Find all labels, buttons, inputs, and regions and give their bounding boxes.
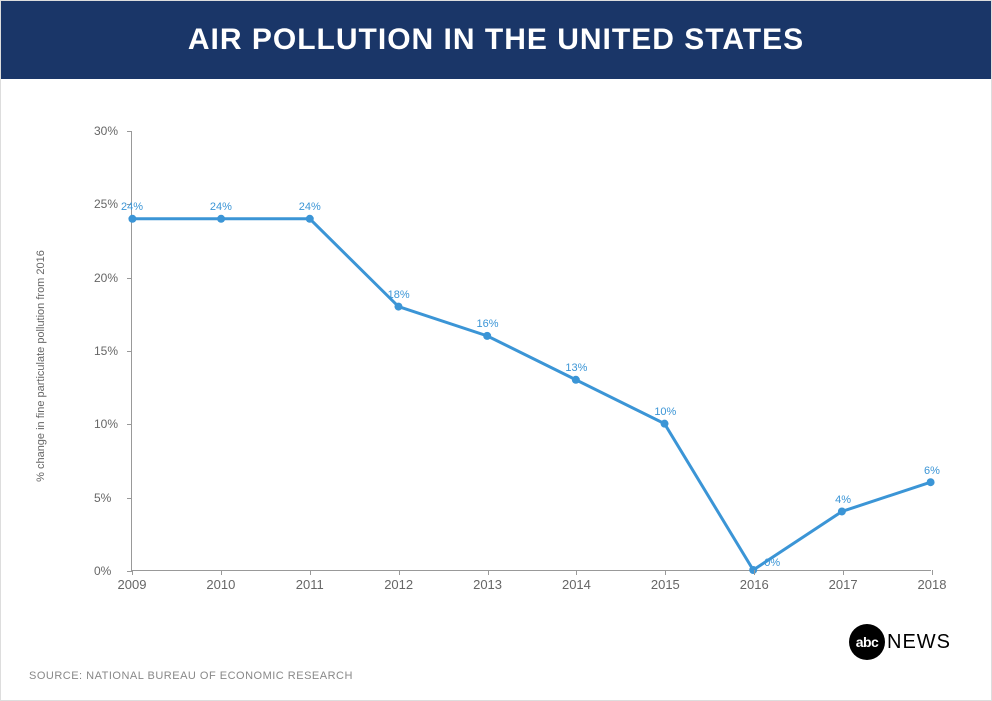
data-point-label: 24% [210,201,232,213]
y-axis-label: % change in fine particulate pollution f… [35,250,47,482]
y-tick-label: 5% [94,491,111,505]
header-bar: AIR POLLUTION IN THE UNITED STATES [1,1,991,79]
y-tick-label: 0% [94,564,111,578]
y-tick-mark [127,131,132,132]
news-logo-text: NEWS [887,631,951,654]
data-marker [483,332,491,340]
data-marker [749,566,757,574]
data-point-label: 6% [924,465,940,477]
x-tick-mark [399,570,400,575]
x-tick-mark [488,570,489,575]
y-tick-mark [127,351,132,352]
x-tick-label: 2014 [562,577,591,592]
x-tick-label: 2013 [473,577,502,592]
plot-area: 0%5%10%15%20%25%30%200920102011201220132… [131,131,931,571]
y-tick-label: 20% [94,271,118,285]
x-tick-mark [665,570,666,575]
abc-logo-circle: abc [849,624,885,660]
x-tick-mark [754,570,755,575]
x-tick-mark [132,570,133,575]
data-point-label: 24% [121,201,143,213]
data-marker [661,420,669,428]
x-tick-label: 2018 [918,577,947,592]
data-marker [838,507,846,515]
data-point-label: 0% [764,557,780,569]
page-title: AIR POLLUTION IN THE UNITED STATES [188,23,804,57]
x-tick-label: 2012 [384,577,413,592]
data-marker [128,215,136,223]
data-point-label: 10% [654,406,676,418]
y-tick-label: 30% [94,124,118,138]
line-series [132,131,931,570]
data-point-label: 4% [835,494,851,506]
y-tick-label: 15% [94,344,118,358]
x-tick-mark [576,570,577,575]
abc-news-logo: abc NEWS [849,624,951,660]
data-marker [572,376,580,384]
x-tick-label: 2017 [829,577,858,592]
data-point-label: 16% [477,318,499,330]
y-tick-mark [127,424,132,425]
x-tick-label: 2011 [296,577,324,592]
chart-container: % change in fine particulate pollution f… [81,131,931,601]
x-tick-mark [932,570,933,575]
y-tick-label: 10% [94,417,118,431]
data-marker [217,215,225,223]
data-point-label: 13% [565,362,587,374]
y-tick-mark [127,498,132,499]
x-tick-mark [843,570,844,575]
data-marker [927,478,935,486]
line-path [132,219,930,570]
data-marker [394,303,402,311]
x-tick-mark [310,570,311,575]
source-text: SOURCE: NATIONAL BUREAU OF ECONOMIC RESE… [29,670,353,682]
data-marker [306,215,314,223]
x-tick-label: 2016 [740,577,769,592]
y-tick-mark [127,278,132,279]
x-tick-label: 2010 [206,577,235,592]
data-point-label: 18% [388,289,410,301]
data-point-label: 24% [299,201,321,213]
y-tick-label: 25% [94,197,118,211]
x-tick-label: 2015 [651,577,680,592]
x-tick-mark [221,570,222,575]
x-tick-label: 2009 [118,577,147,592]
